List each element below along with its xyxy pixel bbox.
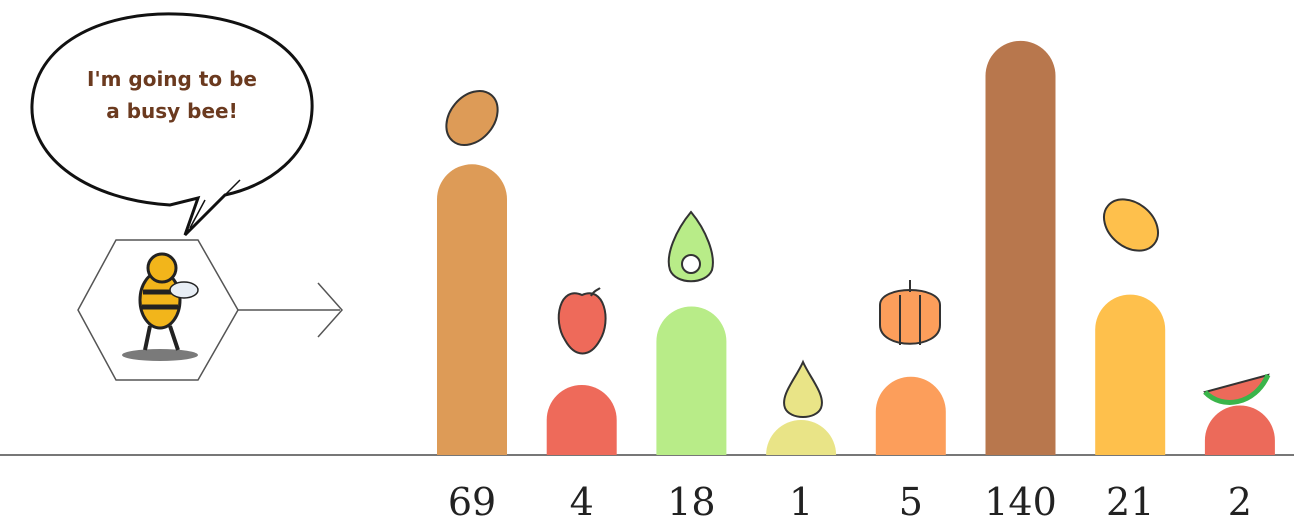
bar (766, 420, 837, 455)
speech-line: I'm going to be (87, 67, 257, 91)
value-label: 4 (570, 480, 594, 521)
bar (875, 376, 946, 455)
bar (656, 306, 727, 455)
speech-bubble: I'm going to be a busy bee! (30, 12, 314, 237)
bar (1095, 294, 1166, 455)
icons (445, 90, 1271, 418)
value-label: 21 (1106, 480, 1154, 521)
value-label: 69 (448, 480, 496, 521)
value-label: 140 (984, 480, 1057, 521)
speech-line: a busy bee! (106, 99, 237, 123)
value-label: 5 (899, 480, 923, 521)
bar (985, 40, 1056, 455)
value-label: 1 (789, 480, 813, 521)
value-label: 18 (667, 480, 715, 521)
bar (546, 385, 617, 455)
arrow (238, 282, 344, 338)
value-label: 2 (1228, 480, 1252, 521)
bar (1204, 405, 1275, 455)
bee-badge (77, 239, 239, 381)
bar (437, 164, 507, 455)
